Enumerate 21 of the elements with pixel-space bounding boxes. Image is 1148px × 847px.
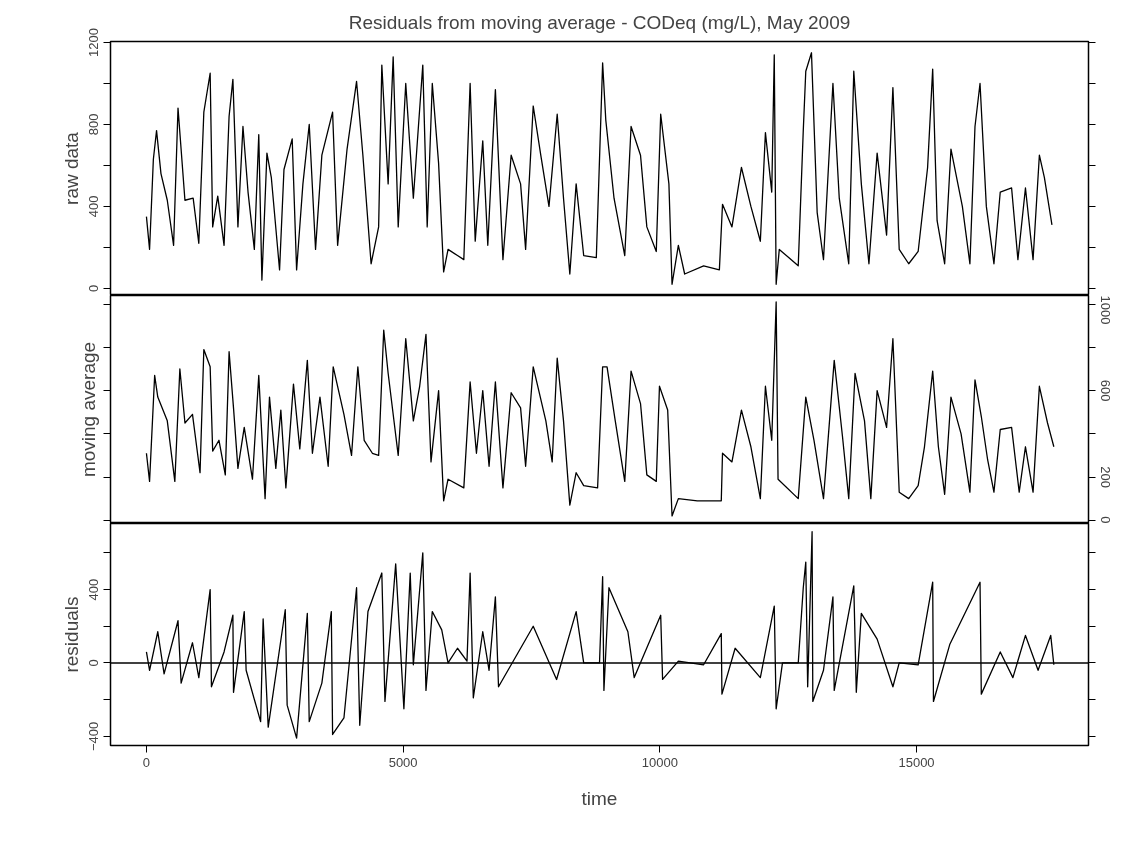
y-axis-title: moving average — [77, 341, 99, 478]
y-tick-label: −400 — [86, 721, 102, 751]
y-tick-label: 800 — [86, 113, 102, 136]
x-axis-title: time — [581, 787, 618, 809]
y-tick-label: 0 — [86, 284, 102, 292]
y-tick-label: 1200 — [86, 28, 102, 57]
x-tick-label: 0 — [142, 754, 151, 770]
y-tick-label: 400 — [86, 578, 102, 601]
x-tick-label: 15000 — [898, 754, 935, 770]
y2-tick-label: 0 — [1097, 516, 1113, 524]
x-tick-label: 10000 — [641, 754, 678, 770]
y-axis-title: raw data — [60, 131, 82, 205]
x-tick-label: 5000 — [388, 754, 418, 770]
line-series — [145, 52, 1053, 285]
y2-tick-label: 1000 — [1097, 295, 1113, 325]
y2-tick-label: 200 — [1097, 466, 1113, 488]
y-tick-label: 400 — [86, 195, 102, 218]
y2-tick-label: 600 — [1097, 379, 1113, 402]
y-axis-title: residuals — [60, 596, 82, 673]
y-tick-label: 0 — [86, 659, 102, 667]
chart-title: Residuals from moving average - CODeq (mg/L), May 2009 — [348, 11, 851, 33]
